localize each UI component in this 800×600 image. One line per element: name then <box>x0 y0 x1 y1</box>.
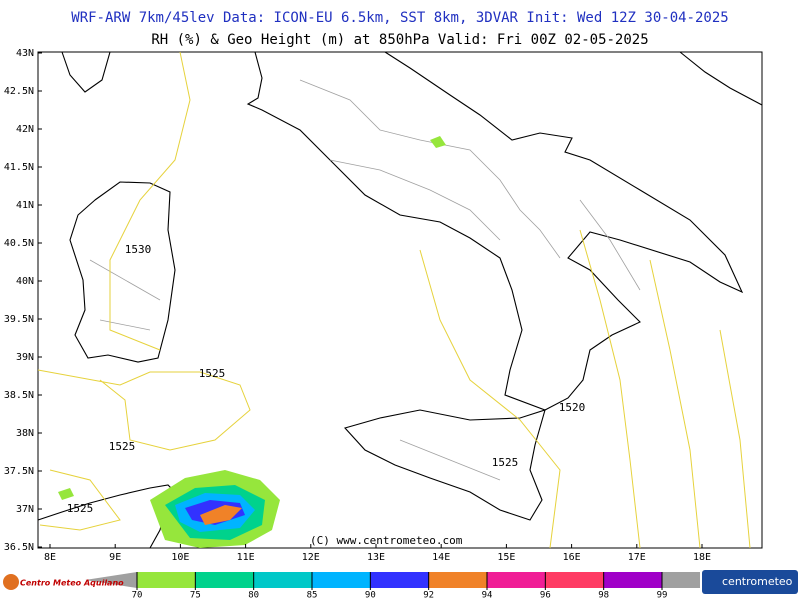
lat-label: 39.5N <box>4 314 34 325</box>
right-logo-text: centrometeo <box>722 575 793 588</box>
lat-label: 42.5N <box>4 86 34 97</box>
title-line2: RH (%) & Geo Height (m) at 850hPa Valid:… <box>151 32 648 48</box>
colorbar-label: 96 <box>540 591 551 600</box>
lat-label: 37N <box>16 504 34 515</box>
colorbar-low-arrow <box>85 572 137 588</box>
contour-label: 1530 <box>125 243 152 256</box>
lat-label: 38.5N <box>4 390 34 401</box>
lat-label: 40.5N <box>4 238 34 249</box>
lat-label: 36.5N <box>4 542 34 553</box>
left-logo-text: Centro Meteo Aquilano <box>20 579 124 588</box>
lon-label: 18E <box>693 552 711 563</box>
contour-label: 1525 <box>199 367 226 380</box>
humidity-area <box>58 136 446 548</box>
colorbar-label: 90 <box>365 591 376 600</box>
colorbar-segment <box>487 572 546 588</box>
contour-label: 1525 <box>492 456 519 469</box>
contour-label: 1525 <box>109 440 136 453</box>
coastlines <box>37 51 763 549</box>
colorbar-label: 99 <box>657 591 668 600</box>
lat-label: 41N <box>16 200 34 211</box>
lon-label: 15E <box>497 552 515 563</box>
colorbar-segment <box>137 572 196 588</box>
lat-label: 41.5N <box>4 162 34 173</box>
colorbar-segment <box>545 572 604 588</box>
lon-label: 11E <box>237 552 255 563</box>
colorbar-segment <box>428 572 487 588</box>
lon-label: 8E <box>44 552 56 563</box>
lat-label: 40N <box>16 276 34 287</box>
colorbar-label: 92 <box>423 591 434 600</box>
map-frame <box>37 51 763 549</box>
left-logo-icon <box>3 574 19 590</box>
colorbar-segment <box>253 572 312 588</box>
lat-label: 38N <box>16 428 34 439</box>
lon-label: 12E <box>302 552 320 563</box>
colorbar-segment <box>603 572 662 588</box>
colorbar-label: 85 <box>307 591 318 600</box>
colorbar-label: 98 <box>598 591 609 600</box>
colorbar-segment <box>312 572 371 588</box>
colorbar-segment <box>370 572 429 588</box>
colorbar-label: 94 <box>482 591 493 600</box>
lat-label: 42N <box>16 124 34 135</box>
colorbar-label: 75 <box>190 591 201 600</box>
lon-label: 17E <box>628 552 646 563</box>
lon-label: 9E <box>109 552 121 563</box>
lat-label: 39N <box>16 352 34 363</box>
lon-label: 10E <box>171 552 189 563</box>
height-contours <box>37 51 751 549</box>
region-borders <box>89 79 641 481</box>
lon-label: 13E <box>367 552 385 563</box>
title-line1: WRF-ARW 7km/45lev Data: ICON-EU 6.5km, S… <box>71 10 728 26</box>
contour-label: 1520 <box>559 401 586 414</box>
colorbar-label: 80 <box>248 591 259 600</box>
lon-label: 14E <box>432 552 450 563</box>
lat-label: 37.5N <box>4 466 34 477</box>
colorbar-label: 70 <box>132 591 143 600</box>
copyright: (C) www.centrometeo.com <box>310 534 463 547</box>
colorbar-segment <box>195 572 254 588</box>
right-logo <box>702 570 798 594</box>
contour-label: 1525 <box>67 502 94 515</box>
colorbar-high-arrow <box>662 572 700 588</box>
lat-label: 43N <box>16 48 34 59</box>
lon-label: 16E <box>563 552 581 563</box>
